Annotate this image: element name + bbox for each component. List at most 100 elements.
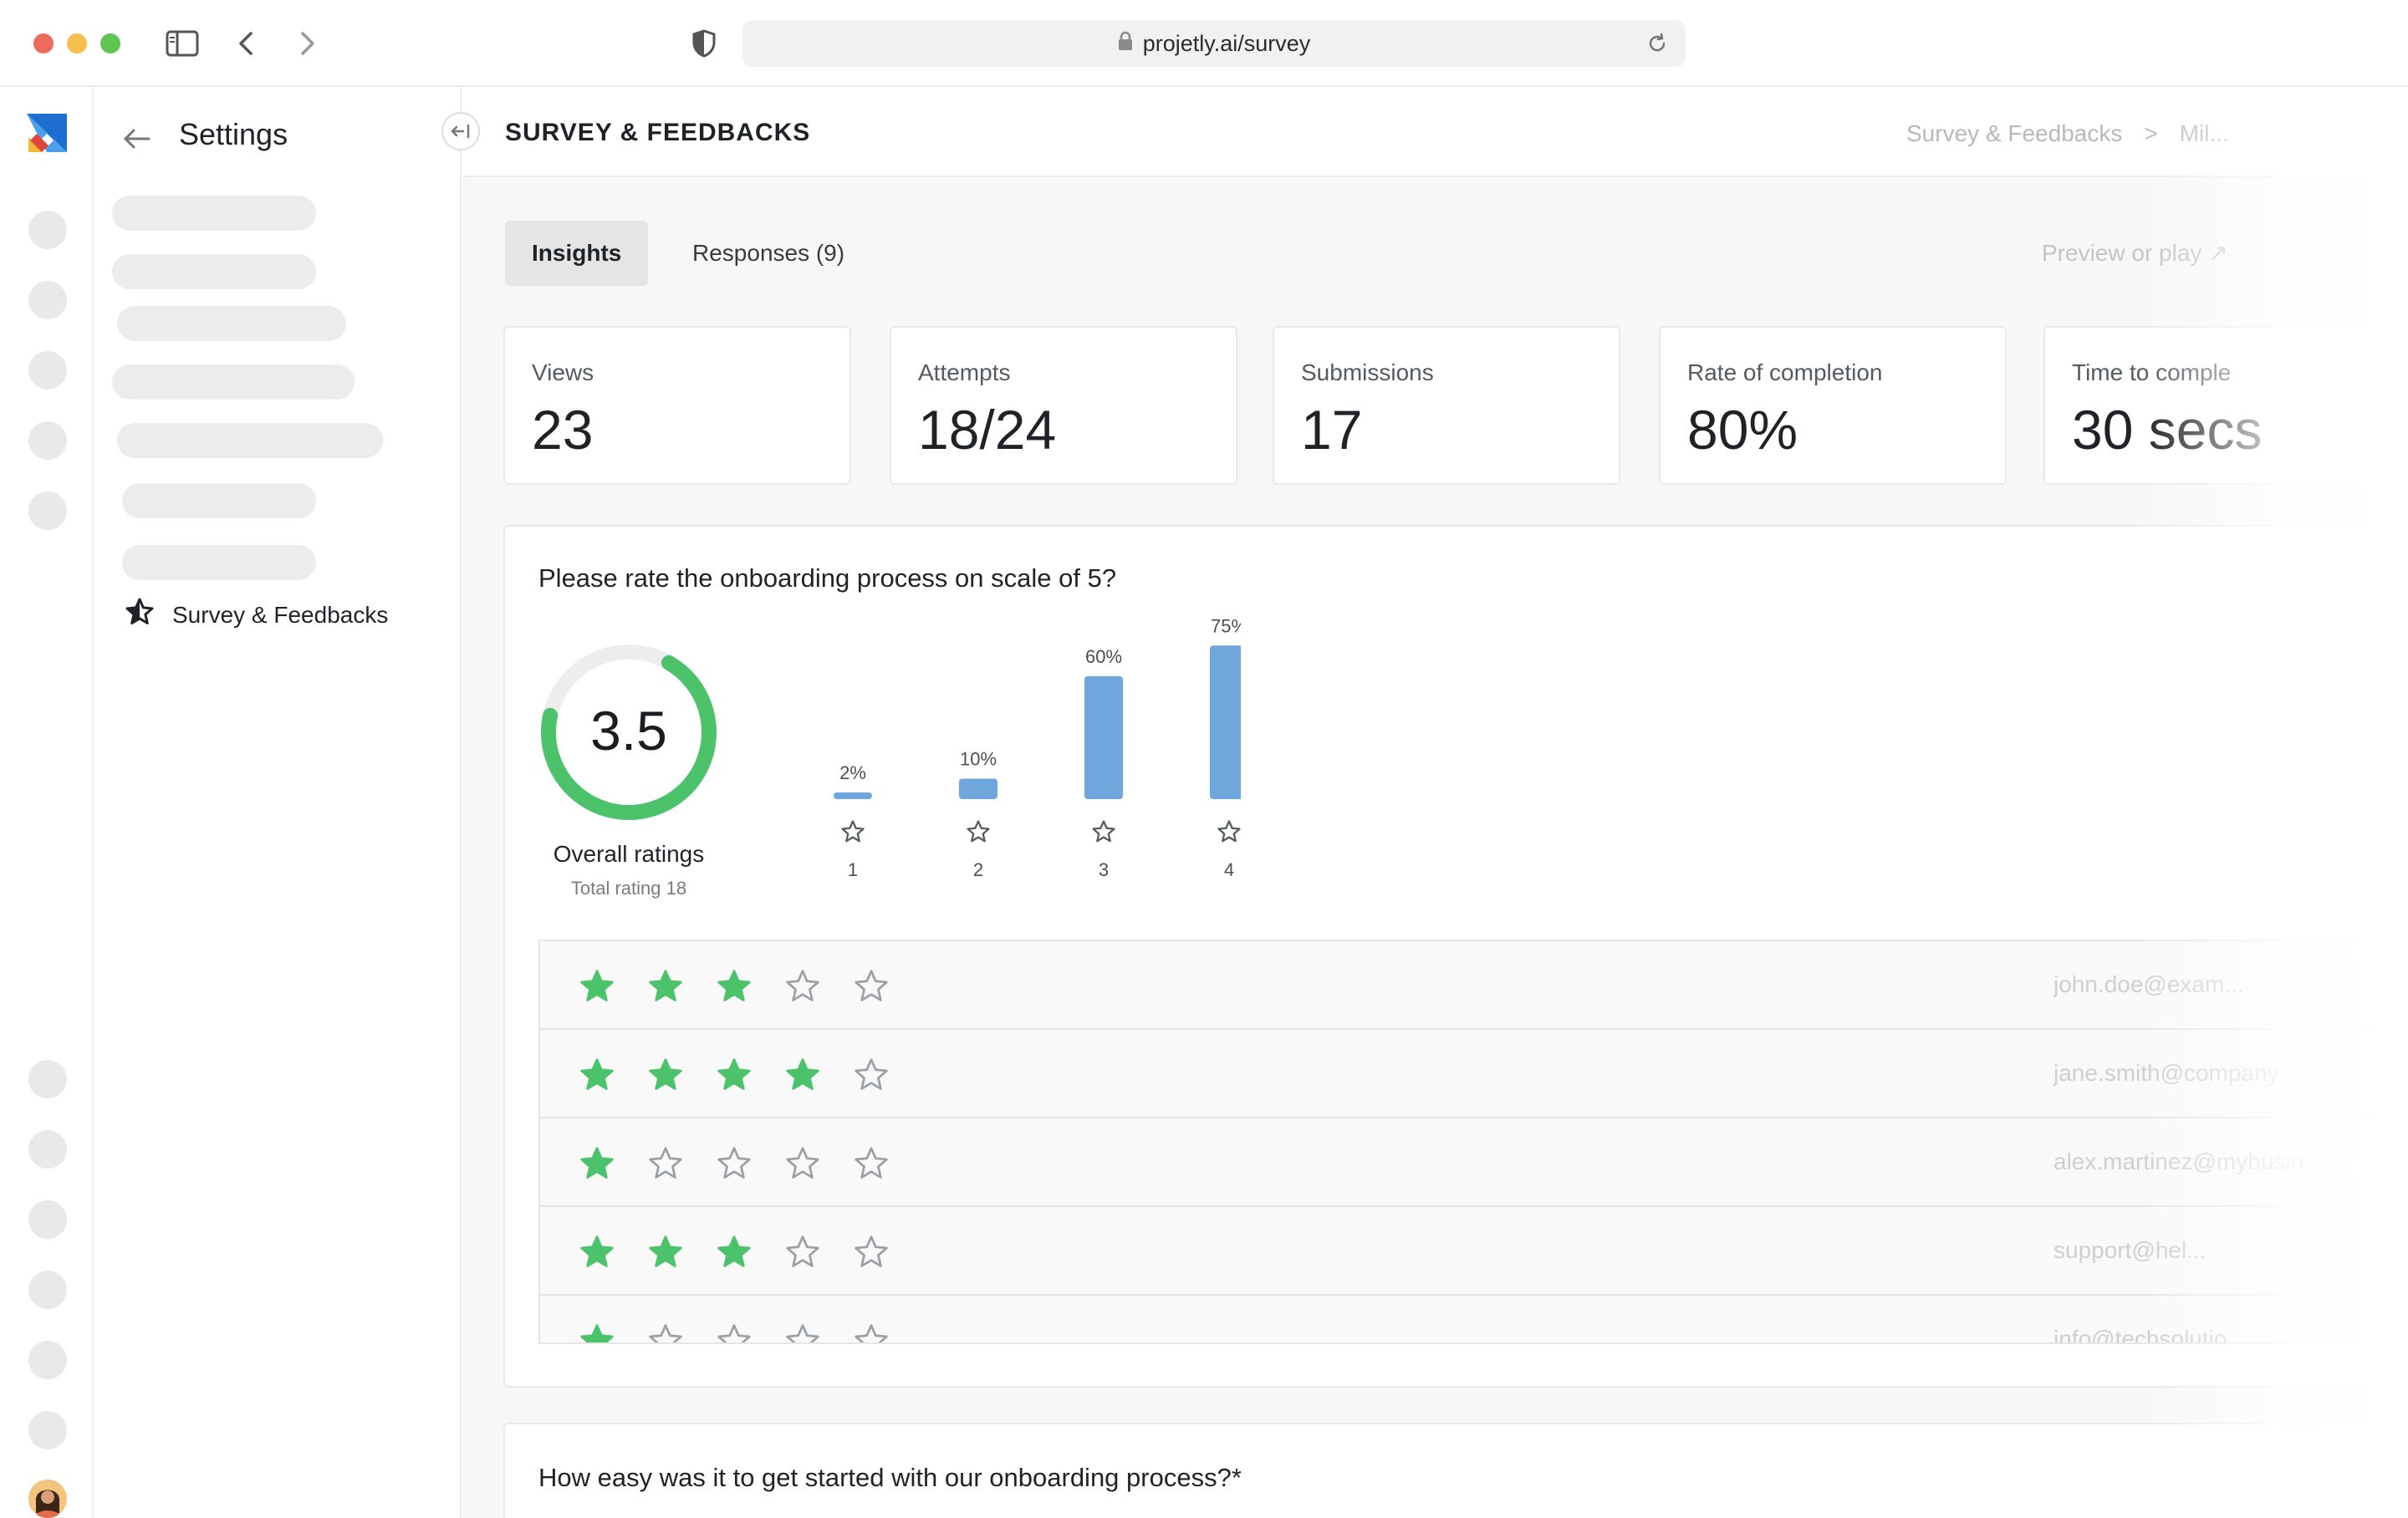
response-row[interactable]: info@techsolutio... [540,1296,2376,1344]
address-bar[interactable]: projetly.ai/survey [742,20,1686,67]
preview-link[interactable]: Preview or play ↗ [2042,240,2228,266]
rail-item-2[interactable] [28,281,67,319]
chart-data-label: 10% [960,749,997,770]
arrow-left-icon[interactable] [122,124,152,154]
star-filled-icon [717,1235,751,1267]
rail-item-5[interactable] [28,492,67,530]
star-outline-icon [855,970,888,1001]
rail-item-7[interactable] [28,1130,67,1169]
star-filled-icon [717,970,751,1001]
star-outline-icon [855,1324,888,1342]
question-card-ease: How easy was it to get started with our … [503,1423,2385,1518]
maximize-window-button[interactable] [100,33,120,53]
rail-item-4[interactable] [28,421,67,460]
star-filled-icon [649,970,682,1001]
chart-tick-label: 1 [848,859,858,880]
sidebar-toggle-icon[interactable] [164,25,201,62]
chart-bar [834,792,872,799]
stat-value: 17 [1301,399,1363,461]
stat-card-completion-rate: Rate of completion 80% [1659,326,2007,485]
shield-icon[interactable] [689,25,719,62]
main-content: SURVEY & FEEDBACKS Survey & Feedbacks > … [463,87,2408,1518]
settings-item-survey-feedbacks[interactable]: Survey & Feedbacks [124,597,388,633]
breadcrumb-item[interactable]: Mil... [2179,120,2229,146]
close-window-button[interactable] [33,33,54,53]
minimize-window-button[interactable] [67,33,87,53]
chart-tick-label: 4 [1224,859,1234,880]
donut-progress [541,644,717,820]
star-outline-icon [1092,820,1115,843]
star-outline-icon [967,820,990,843]
response-email: jane.smith@company... [2053,1060,2297,1086]
response-row[interactable]: alex.martinez@mybusin... [540,1118,2376,1207]
tab-responses[interactable]: Responses (9) [692,240,845,266]
settings-item-placeholder[interactable] [122,545,316,580]
chevron-right-icon[interactable] [293,25,323,62]
collapse-panel-icon[interactable] [441,112,480,150]
stat-label: Submissions [1301,359,1434,385]
question-title: How easy was it to get started with our … [538,1463,1242,1492]
star-filled-icon [580,1235,614,1267]
settings-item-placeholder[interactable] [117,423,383,458]
user-avatar[interactable] [28,1480,67,1518]
lock-icon [1118,31,1133,57]
response-row[interactable]: support@hel... [540,1207,2376,1296]
star-rating [579,1322,890,1342]
projetly-logo-icon[interactable] [25,112,69,155]
rail-item-8[interactable] [28,1200,67,1239]
star-outline-icon [855,1147,888,1179]
star-outline-icon [855,1235,888,1267]
breadcrumb-item[interactable]: Survey & Feedbacks [1906,120,2123,146]
star-outline-icon [717,1324,751,1342]
response-row[interactable]: john.doe@exam... [540,941,2376,1030]
url-text: projetly.ai/survey [1142,30,1311,56]
chart-bar [1210,645,1241,799]
chart-tick-label: 2 [973,859,983,880]
settings-panel: Settings Survey & Feedbacks [94,87,462,1518]
response-row[interactable]: jane.smith@company... [540,1030,2376,1118]
stat-label: Views [532,359,594,385]
chart-tick-label: 3 [1099,859,1109,880]
response-email: info@techsolutio... [2053,1326,2247,1344]
star-outline-icon [1217,820,1241,843]
rail-item-10[interactable] [28,1341,67,1379]
settings-item-placeholder[interactable] [112,364,355,400]
settings-item-placeholder[interactable] [112,196,316,231]
chart-data-label: 75% [1211,615,1241,636]
star-filled-icon [786,1058,819,1090]
star-filled-icon [580,1058,614,1090]
rail-item-3[interactable] [28,351,67,390]
star-filled-icon [717,1058,751,1090]
overall-rating-donut [541,644,717,820]
star-filled-icon [580,1324,614,1342]
stat-card-time-to-complete: Time to comple 30 secs [2043,326,2391,485]
star-rating [579,968,890,1005]
rail-item-1[interactable] [28,211,67,249]
chart-bar [1084,676,1123,799]
breadcrumb: Survey & Feedbacks > Mil... [1906,120,2229,147]
star-half-icon [124,597,156,633]
settings-item-placeholder[interactable] [122,483,316,518]
chart-data-label: 2% [839,762,866,783]
star-outline-icon [649,1147,682,1179]
chevron-left-icon[interactable] [231,25,261,62]
stat-value: 23 [532,399,594,461]
star-outline-icon [649,1324,682,1342]
rail-item-6[interactable] [28,1060,67,1098]
settings-item-placeholder[interactable] [117,306,346,341]
reload-icon[interactable] [1645,32,1669,55]
rail-item-9[interactable] [28,1271,67,1309]
response-email: alex.martinez@mybusin... [2053,1149,2324,1174]
overall-rating-label: Overall ratings [553,841,705,867]
star-rating [579,1234,890,1271]
tab-insights[interactable]: Insights [505,221,649,286]
stat-value: 80% [1687,399,1798,461]
stat-value: 18/24 [918,399,1057,461]
rail-item-11[interactable] [28,1411,67,1449]
stat-value: 30 secs [2072,399,2263,461]
settings-item-label: Survey & Feedbacks [172,601,389,628]
settings-title: Settings [179,117,288,151]
settings-item-placeholder[interactable] [112,254,316,289]
star-outline-icon [786,1147,819,1179]
responses-table: john.doe@exam... jane.smith@company... ale… [538,940,2378,1344]
